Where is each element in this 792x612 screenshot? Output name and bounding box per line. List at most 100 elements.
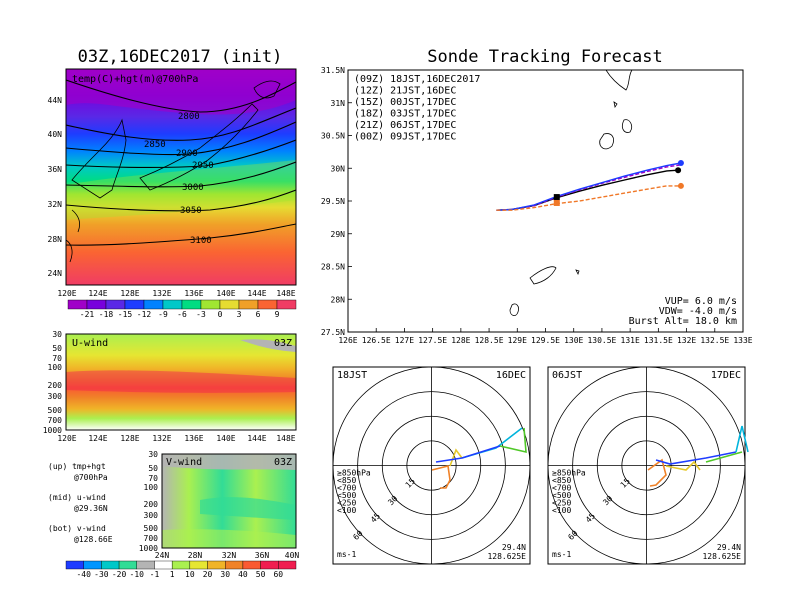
colorbar-swatch xyxy=(154,560,173,570)
colorbar-swatch xyxy=(105,299,126,310)
contour-label: 2800 xyxy=(178,112,200,122)
note-line: (up) tmp+hgt xyxy=(48,462,106,471)
pressure-tick: 200 xyxy=(144,500,159,509)
colorbar-label: 0 xyxy=(218,310,223,319)
lon-tick: 132E xyxy=(152,289,171,298)
vwind-pressure-ticks: 30 50 70 100 200 300 500 700 1000 xyxy=(139,450,158,553)
map-lon-ticks: 120E 124E 128E 132E 136E 140E 144E 148E xyxy=(57,289,295,298)
lon-tick: 144E xyxy=(247,434,266,443)
pressure-tick: 1000 xyxy=(139,544,158,553)
x-tick-label: 131E xyxy=(621,336,640,345)
uwind-lon-ticks: 120E 124E 128E 132E 136E 140E 144E 148E xyxy=(57,434,295,443)
x-tick-label: 128E xyxy=(451,336,470,345)
colorbar-swatch xyxy=(219,299,240,310)
legend-entry: (15Z) 00JST,17DEC xyxy=(354,97,456,108)
track-marker-dot xyxy=(675,167,682,174)
colorbar-swatch xyxy=(276,299,297,310)
track-y-ticks: 31.5N 31N 30.5N 30N 29.5N 29N 28.5N 28N 27.5N xyxy=(321,66,352,337)
hodo-date: 16DEC xyxy=(496,370,526,381)
uwind-frame xyxy=(65,333,297,431)
track-legend: (09Z) 18JST,16DEC2017(12Z) 21JST,16DEC(1… xyxy=(354,74,480,143)
pressure-tick: 70 xyxy=(148,474,158,483)
map-lat-ticks: 44N 40N 36N 32N 28N 24N xyxy=(48,96,63,278)
hodo-legend-entry: <850 xyxy=(552,476,571,485)
hodo-unit: ms-1 xyxy=(552,550,571,559)
map-frame xyxy=(65,68,297,286)
contour-label: 3000 xyxy=(182,183,204,193)
contour-label: 2950 xyxy=(192,161,214,171)
vwind-frame xyxy=(161,453,297,549)
vwind-label: V-wind xyxy=(166,457,202,468)
hodo-legend-entry: <100 xyxy=(337,506,356,515)
y-tick-label: 31N xyxy=(331,99,346,108)
colorbar-label: -15 xyxy=(118,310,133,319)
colorbar-label: 1 xyxy=(170,570,175,579)
colorbar-label: -30 xyxy=(94,570,109,579)
temperature-colorbar: -21 -18 -15 -12 -9 -6 -3 0 3 6 9 xyxy=(67,299,297,319)
hodo-legend-entry: ≥850hPa xyxy=(337,469,371,478)
colorbar-swatch xyxy=(101,560,120,570)
y-tick-label: 27.5N xyxy=(321,328,345,337)
vwind-time: 03Z xyxy=(274,457,292,468)
info-line: VDW= -4.0 m/s xyxy=(659,306,737,317)
x-tick-label: 129E xyxy=(508,336,527,345)
lon-tick: 136E xyxy=(184,289,203,298)
wind-colorbar: -40 -30 -20 -10 -1 1 10 20 30 40 50 60 xyxy=(65,560,297,579)
lat-tick: 40N xyxy=(48,130,63,139)
x-tick-label: 128.5E xyxy=(475,336,504,345)
x-tick-label: 132.5E xyxy=(700,336,729,345)
vwind-lat-ticks: 24N 28N 32N 36N 40N xyxy=(155,551,300,560)
colorbar-label: -21 xyxy=(80,310,95,319)
x-tick-label: 127E xyxy=(395,336,414,345)
lon-tick: 128E xyxy=(120,289,139,298)
lat-tick: 44N xyxy=(48,96,63,105)
colorbar-swatch xyxy=(136,560,155,570)
colorbar-swatch xyxy=(67,299,88,310)
hodo-legend-entry: <700 xyxy=(337,484,356,493)
uwind-label: U-wind xyxy=(72,338,108,349)
pressure-tick: 500 xyxy=(48,406,63,415)
y-tick-label: 30.5N xyxy=(321,132,345,141)
colorbar-swatch xyxy=(225,560,244,570)
colorbar-swatch xyxy=(278,560,297,570)
hodo-legend-entry: <100 xyxy=(552,506,571,515)
colorbar-swatch xyxy=(189,560,208,570)
lat-tick: 36N xyxy=(255,551,270,560)
lon-tick: 140E xyxy=(216,434,235,443)
colorbar-swatch xyxy=(181,299,202,310)
track-marker-dot xyxy=(677,182,684,189)
pressure-tick: 200 xyxy=(48,381,63,390)
pressure-tick: 50 xyxy=(52,344,62,353)
track-coastlines xyxy=(509,70,633,316)
y-tick-label: 29.5N xyxy=(321,197,345,206)
hodo-lon: 128.625E xyxy=(702,552,741,561)
pressure-tick: 30 xyxy=(148,450,158,459)
colorbar-swatch xyxy=(242,560,261,570)
hodo-traces xyxy=(647,425,749,487)
colorbar-label: 20 xyxy=(203,570,213,579)
colorbar-swatch xyxy=(86,299,107,310)
colorbar-label: -3 xyxy=(196,310,206,319)
track-x-ticks: 126E 126.5E 127E 127.5E 128E 128.5E 129E 129.5E… xyxy=(338,328,753,345)
lon-tick: 128E xyxy=(120,434,139,443)
colorbar-swatch xyxy=(238,299,259,310)
lat-tick: 28N xyxy=(188,551,203,560)
lon-tick: 132E xyxy=(152,434,171,443)
lat-tick: 32N xyxy=(222,551,237,560)
legend-entry: (12Z) 21JST,16DEC xyxy=(354,86,456,97)
lon-tick: 136E xyxy=(184,434,203,443)
hodo-time: 18JST xyxy=(337,370,367,381)
hodo-legend-entry: <850 xyxy=(337,476,356,485)
legend-entry: (09Z) 18JST,16DEC2017 xyxy=(354,74,480,85)
pressure-tick: 700 xyxy=(144,534,159,543)
y-tick-label: 28.5N xyxy=(321,263,345,272)
x-tick-label: 130.5E xyxy=(587,336,616,345)
colorbar-label: 9 xyxy=(275,310,280,319)
hodo-trace xyxy=(431,465,451,489)
colorbar-label: 30 xyxy=(220,570,230,579)
lon-tick: 148E xyxy=(276,289,295,298)
hodo-legend-entry: <250 xyxy=(552,499,571,508)
hodo-legend-entry: ≥850hPa xyxy=(552,469,586,478)
colorbar-label: -20 xyxy=(112,570,127,579)
